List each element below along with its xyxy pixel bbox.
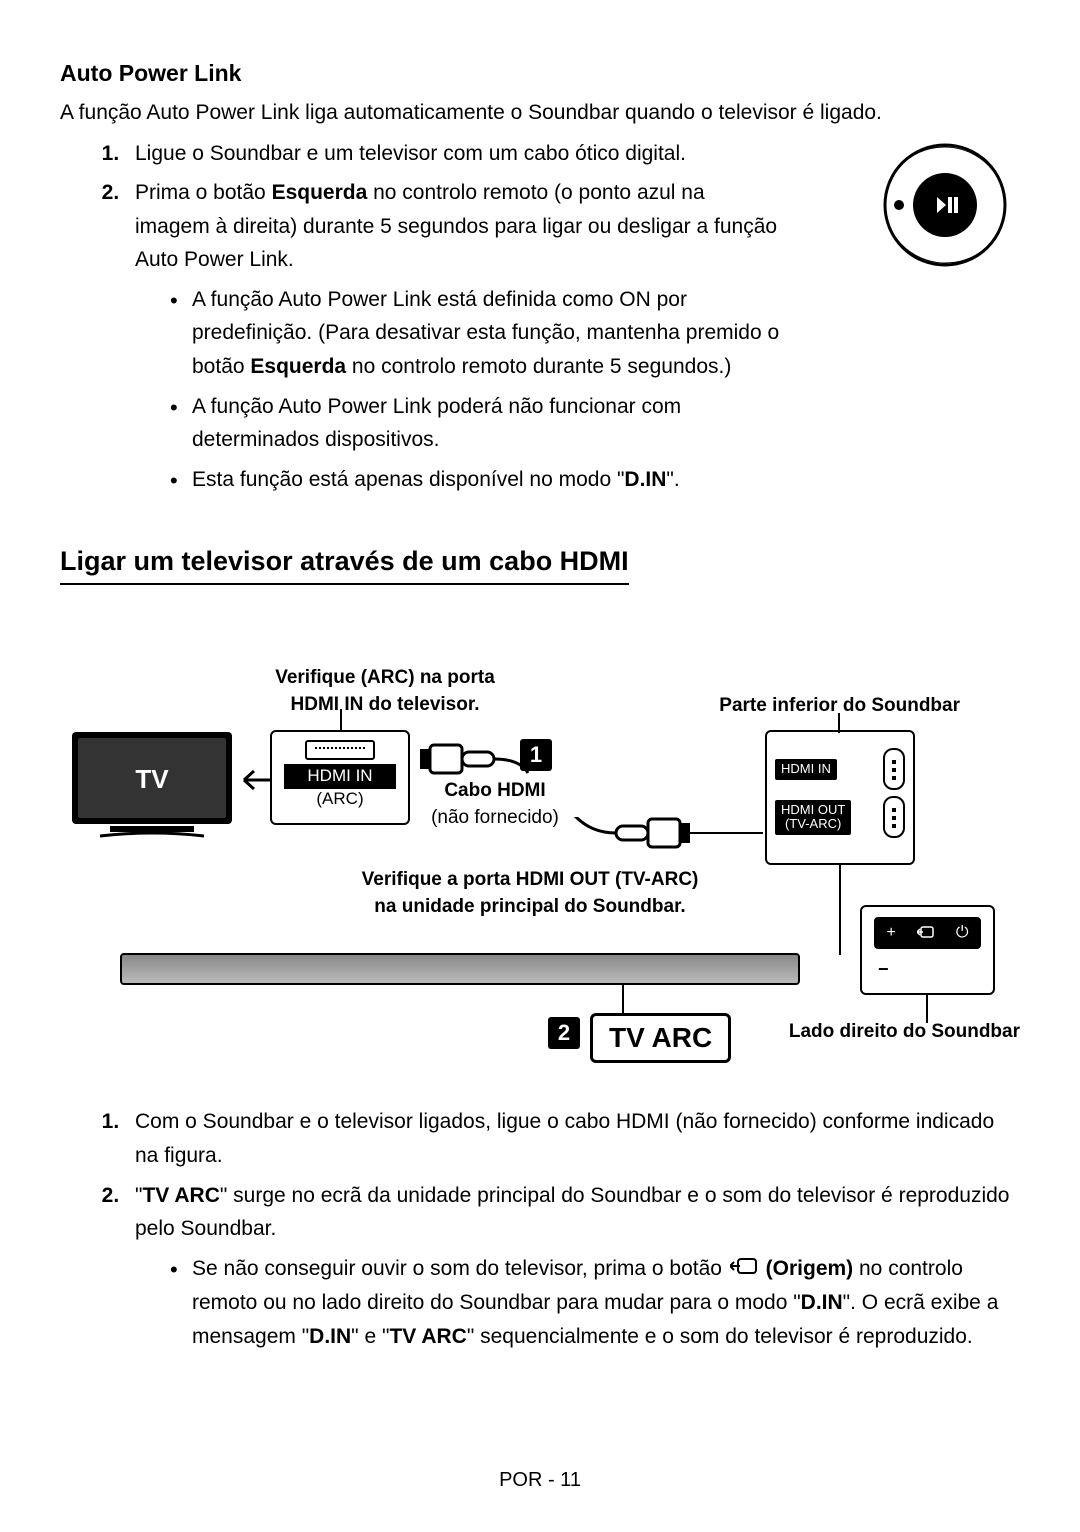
text-fragment: " surge no ecrã da unidade principal do … bbox=[135, 1184, 1009, 1241]
port-row: HDMI OUT (TV-ARC) bbox=[775, 796, 905, 838]
soundbar-icon bbox=[120, 953, 800, 985]
auto-power-step-2: Prima o botão Esquerda no controlo remot… bbox=[125, 176, 785, 496]
source-icon bbox=[917, 925, 935, 942]
text-line: (não fornecido) bbox=[405, 805, 585, 832]
hdmi-port-icon bbox=[883, 796, 905, 838]
tv-arc-display: TV ARC bbox=[590, 1013, 731, 1063]
arc-label: (ARC) bbox=[316, 789, 363, 808]
hdmi-step-1: Com o Soundbar e o televisor ligados, li… bbox=[125, 1105, 1020, 1172]
bullet-item: A função Auto Power Link está definida c… bbox=[170, 283, 785, 384]
hdmi-step-2: "TV ARC" surge no ecrã da unidade princi… bbox=[125, 1179, 1020, 1354]
minus-icon: − bbox=[862, 959, 993, 980]
text-line: Verifique (ARC) na porta bbox=[250, 665, 520, 692]
text-bold: D.IN bbox=[624, 468, 666, 491]
hdmi-port-icon bbox=[883, 748, 905, 790]
text-bold: Esquerda bbox=[250, 355, 346, 378]
auto-power-bullets: A função Auto Power Link está definida c… bbox=[135, 283, 785, 497]
hdmi-in-label: HDMI IN bbox=[284, 764, 396, 788]
cable-label: Cabo HDMI (não fornecido) bbox=[405, 778, 585, 831]
arc-check-label: Verifique (ARC) na porta HDMI IN do tele… bbox=[250, 665, 520, 718]
plus-icon: + bbox=[887, 924, 896, 942]
arrow-icon bbox=[232, 765, 274, 795]
port-label: HDMI OUT (TV-ARC) bbox=[775, 800, 851, 835]
port-label: HDMI IN bbox=[775, 759, 837, 779]
text-bold: D.IN bbox=[309, 1325, 351, 1348]
hdmi-in-tv-box: HDMI IN (ARC) bbox=[270, 730, 410, 825]
remote-control-icon bbox=[880, 140, 1010, 270]
source-icon bbox=[730, 1252, 758, 1286]
bullet-item: A função Auto Power Link poderá não func… bbox=[170, 390, 785, 457]
hdmi-port-icon bbox=[305, 740, 375, 760]
step-badge-1: 1 bbox=[520, 739, 552, 771]
power-icon: ⏻ bbox=[956, 924, 969, 942]
tv-icon: TV bbox=[70, 730, 235, 845]
text-line: Cabo HDMI bbox=[405, 778, 585, 805]
step-badge-2: 2 bbox=[548, 1017, 580, 1049]
verify-port-label: Verifique a porta HDMI OUT (TV-ARC) na u… bbox=[340, 867, 720, 920]
soundbar-bottom-label: Parte inferior do Soundbar bbox=[719, 695, 960, 717]
text-fragment: " sequencialmente e o som do televisor é… bbox=[467, 1325, 973, 1348]
port-row: HDMI IN bbox=[775, 748, 905, 790]
text-fragment: Prima o botão bbox=[135, 181, 272, 204]
hdmi-steps: Com o Soundbar e o televisor ligados, li… bbox=[60, 1105, 1020, 1353]
bullet-item: Esta função está apenas disponível no mo… bbox=[170, 463, 785, 497]
control-panel: + ⏻ bbox=[874, 917, 981, 949]
connector-line bbox=[685, 825, 765, 845]
text-bold: D.IN bbox=[801, 1291, 843, 1314]
page-footer: POR - 11 bbox=[0, 1469, 1080, 1492]
text-fragment: Se não conseguir ouvir o som do televiso… bbox=[192, 1257, 728, 1280]
text-line: Verifique a porta HDMI OUT (TV-ARC) bbox=[340, 867, 720, 894]
auto-power-title: Auto Power Link bbox=[60, 60, 1020, 87]
connector-line bbox=[924, 993, 930, 1023]
connector-line bbox=[835, 863, 845, 955]
hdmi-plug-icon bbox=[420, 743, 530, 775]
bullet-item: Se não conseguir ouvir o som do televiso… bbox=[170, 1252, 1020, 1353]
text-fragment: " e " bbox=[351, 1325, 389, 1348]
auto-power-steps: Ligue o Soundbar e um televisor com um c… bbox=[60, 137, 1020, 497]
soundbar-side-controls: + ⏻ − bbox=[860, 905, 995, 995]
svg-text:TV: TV bbox=[135, 764, 169, 794]
text-fragment: ". bbox=[666, 468, 679, 491]
connector-line bbox=[620, 983, 626, 1017]
auto-power-section: Auto Power Link A função Auto Power Link… bbox=[60, 60, 1020, 496]
hdmi-sub-bullets: Se não conseguir ouvir o som do televiso… bbox=[135, 1252, 1020, 1353]
soundbar-ports-box: HDMI IN HDMI OUT (TV-ARC) bbox=[765, 730, 915, 865]
text-line: (TV-ARC) bbox=[785, 816, 841, 831]
text-fragment: Esta função está apenas disponível no mo… bbox=[192, 468, 624, 491]
hdmi-diagram: Verifique (ARC) na porta HDMI IN do tele… bbox=[60, 635, 1020, 1075]
text-line: HDMI IN do televisor. bbox=[250, 692, 520, 719]
text-bold: TV ARC bbox=[389, 1325, 466, 1348]
text-bold: (Origem) bbox=[766, 1257, 854, 1280]
soundbar-side-label: Lado direito do Soundbar bbox=[789, 1021, 1020, 1043]
hdmi-heading: Ligar um televisor através de um cabo HD… bbox=[60, 546, 629, 585]
text-line: HDMI OUT bbox=[781, 802, 845, 817]
auto-power-intro: A função Auto Power Link liga automatica… bbox=[60, 97, 1020, 129]
text-line: na unidade principal do Soundbar. bbox=[340, 894, 720, 921]
text-bold: TV ARC bbox=[142, 1184, 219, 1207]
text-fragment: no controlo remoto durante 5 segundos.) bbox=[346, 355, 731, 378]
text-bold: Esquerda bbox=[272, 181, 368, 204]
